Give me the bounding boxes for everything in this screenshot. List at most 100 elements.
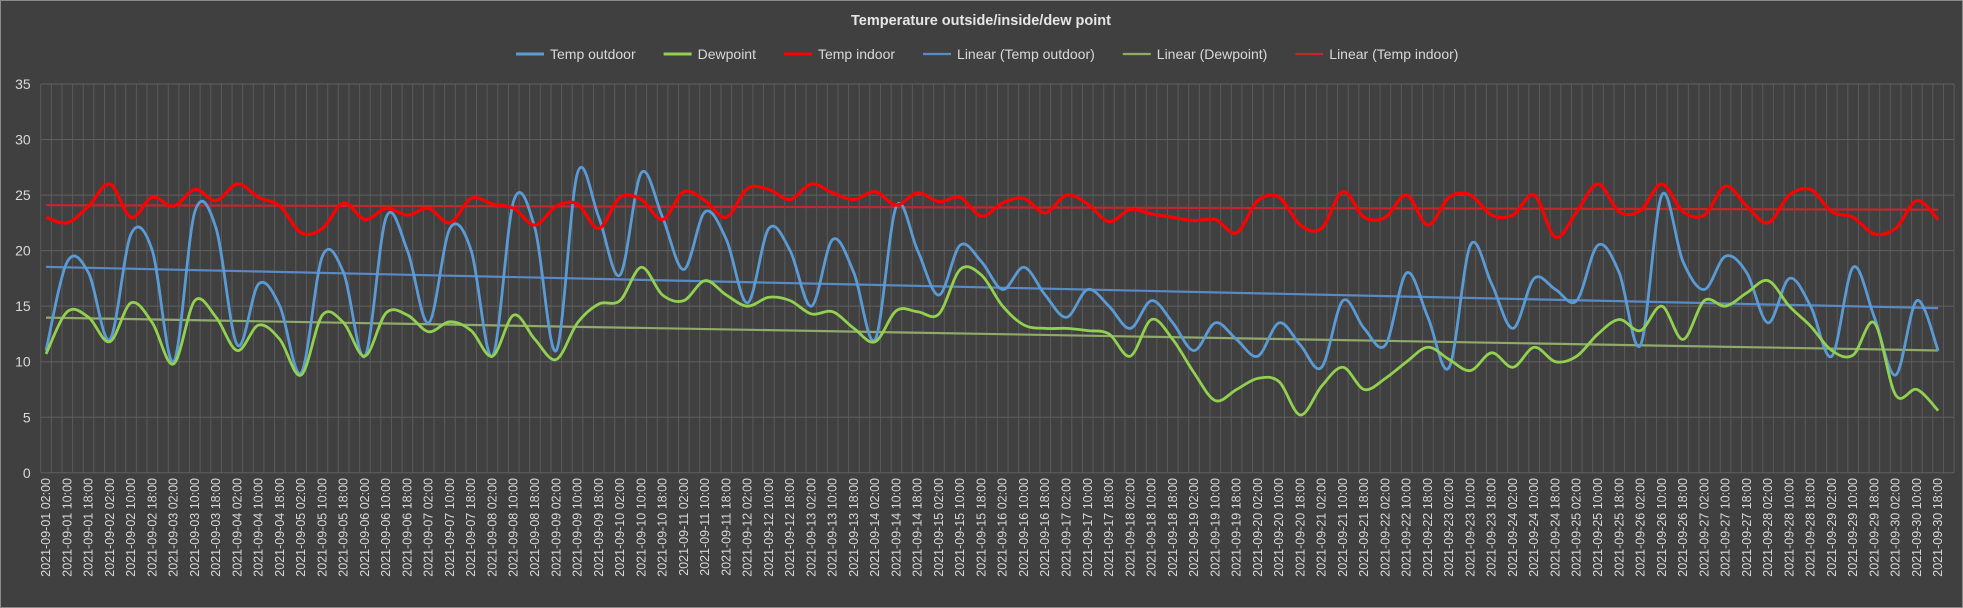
x-tick-label: 2021-09-08 10:00 [507, 478, 521, 577]
x-tick-label: 2021-09-21 18:00 [1357, 478, 1371, 577]
x-tick-label: 2021-09-05 18:00 [337, 478, 351, 577]
x-tick-label: 2021-09-18 10:00 [1145, 478, 1159, 577]
x-tick-label: 2021-09-17 10:00 [1081, 478, 1095, 577]
legend-item: Dewpoint [663, 46, 756, 62]
x-tick-label: 2021-09-04 18:00 [273, 478, 287, 577]
legend-item: Temp indoor [783, 46, 895, 62]
x-tick-label: 2021-09-09 02:00 [549, 478, 563, 577]
x-tick-label: 2021-09-22 18:00 [1421, 478, 1435, 577]
chart-title: Temperature outside/inside/dew point [851, 13, 1111, 29]
x-tick-label: 2021-09-26 02:00 [1634, 478, 1648, 577]
y-tick-label: 10 [15, 354, 31, 370]
x-tick-label: 2021-09-30 10:00 [1910, 478, 1924, 577]
x-tick-label: 2021-09-15 10:00 [953, 478, 967, 577]
legend-label: Temp outdoor [550, 46, 636, 62]
x-tick-label: 2021-09-24 02:00 [1506, 478, 1520, 577]
x-tick-label: 2021-09-20 02:00 [1251, 478, 1265, 577]
x-tick-label: 2021-09-28 02:00 [1761, 478, 1775, 577]
x-tick-label: 2021-09-13 02:00 [804, 478, 818, 577]
legend-item: Linear (Temp indoor) [1295, 46, 1458, 62]
trendline-temp-indoor [46, 204, 1939, 211]
legend-label: Dewpoint [698, 46, 756, 62]
y-tick-label: 30 [15, 132, 31, 148]
x-tick-label: 2021-09-24 18:00 [1548, 478, 1562, 577]
x-tick-label: 2021-09-16 10:00 [1017, 478, 1031, 577]
x-tick-label: 2021-09-14 18:00 [911, 478, 925, 577]
x-tick-label: 2021-09-17 18:00 [1102, 478, 1116, 577]
x-tick-label: 2021-09-27 10:00 [1719, 478, 1733, 577]
x-tick-label: 2021-09-26 10:00 [1655, 478, 1669, 577]
x-tick-label: 2021-09-21 02:00 [1315, 478, 1329, 577]
x-tick-label: 2021-09-23 10:00 [1463, 478, 1477, 577]
legend-label: Linear (Temp indoor) [1329, 46, 1458, 62]
x-tick-label: 2021-09-08 02:00 [485, 478, 499, 577]
x-tick-label: 2021-09-20 18:00 [1293, 478, 1307, 577]
x-tick-label: 2021-09-17 02:00 [1059, 478, 1073, 577]
x-tick-label: 2021-09-23 18:00 [1485, 478, 1499, 577]
x-tick-label: 2021-09-05 10:00 [315, 478, 329, 577]
x-tick-label: 2021-09-19 02:00 [1187, 478, 1201, 577]
x-tick-label: 2021-09-19 10:00 [1208, 478, 1222, 577]
x-tick-label: 2021-09-16 18:00 [1038, 478, 1052, 577]
x-tick-label: 2021-09-30 02:00 [1889, 478, 1903, 577]
x-tick-label: 2021-09-13 10:00 [826, 478, 840, 577]
x-tick-label: 2021-09-23 02:00 [1442, 478, 1456, 577]
legend-item: Temp outdoor [516, 46, 636, 62]
x-tick-label: 2021-09-30 18:00 [1931, 478, 1945, 577]
x-tick-label: 2021-09-24 10:00 [1527, 478, 1541, 577]
x-tick-label: 2021-09-28 10:00 [1782, 478, 1796, 577]
x-tick-label: 2021-09-22 10:00 [1400, 478, 1414, 577]
series-line-temp-outdoor [44, 165, 1940, 377]
y-tick-label: 35 [15, 76, 31, 92]
y-axis-ticks: 0 5 10 15 20 25 30 35 [15, 76, 31, 481]
x-tick-label: 2021-09-06 18:00 [400, 478, 414, 577]
x-tick-label: 2021-09-07 02:00 [422, 478, 436, 577]
x-tick-label: 2021-09-27 02:00 [1697, 478, 1711, 577]
x-tick-label: 2021-09-11 10:00 [698, 478, 712, 576]
x-tick-label: 2021-09-08 18:00 [528, 478, 542, 577]
x-tick-label: 2021-09-26 18:00 [1676, 478, 1690, 577]
legend-label: Linear (Temp outdoor) [957, 46, 1095, 62]
x-tick-label: 2021-09-03 02:00 [167, 478, 181, 577]
x-tick-label: 2021-09-22 02:00 [1378, 478, 1392, 577]
y-tick-label: 0 [23, 465, 31, 481]
x-tick-label: 2021-09-14 02:00 [868, 478, 882, 577]
x-tick-label: 2021-09-01 02:00 [39, 478, 53, 577]
x-tick-label: 2021-09-18 02:00 [1123, 478, 1137, 577]
x-tick-label: 2021-09-07 10:00 [443, 478, 457, 577]
x-tick-label: 2021-09-10 02:00 [613, 478, 627, 577]
x-tick-label: 2021-09-05 02:00 [294, 478, 308, 577]
trendline-dewpoint [45, 316, 1939, 352]
x-tick-label: 2021-09-25 10:00 [1591, 478, 1605, 577]
x-tick-label: 2021-09-12 02:00 [741, 478, 755, 577]
x-tick-label: 2021-09-02 02:00 [103, 478, 117, 577]
y-tick-label: 20 [15, 243, 31, 259]
x-tick-label: 2021-09-16 02:00 [996, 478, 1010, 577]
x-tick-label: 2021-09-18 18:00 [1166, 478, 1180, 577]
y-tick-label: 25 [15, 187, 31, 203]
x-tick-label: 2021-09-04 02:00 [230, 478, 244, 577]
x-tick-label: 2021-09-15 18:00 [974, 478, 988, 577]
x-axis-ticks: 2021-09-01 02:00 2021-09-01 10:00 2021-09-… [39, 478, 1945, 577]
series-lines [44, 165, 1940, 417]
x-tick-label: 2021-09-13 18:00 [847, 478, 861, 577]
x-tick-label: 2021-09-03 10:00 [188, 478, 202, 577]
x-tick-label: 2021-09-07 18:00 [464, 478, 478, 577]
x-tick-label: 2021-09-03 18:00 [209, 478, 223, 577]
x-tick-label: 2021-09-11 18:00 [719, 478, 733, 576]
series-line-dewpoint [44, 265, 1940, 417]
x-tick-label: 2021-09-04 10:00 [252, 478, 266, 577]
gridlines [40, 83, 1955, 474]
x-tick-label: 2021-09-15 02:00 [932, 478, 946, 577]
x-tick-label: 2021-09-06 02:00 [358, 478, 372, 577]
x-tick-label: 2021-09-29 02:00 [1825, 478, 1839, 577]
x-tick-label: 2021-09-10 10:00 [634, 478, 648, 577]
legend-item: Linear (Temp outdoor) [923, 46, 1095, 62]
x-tick-label: 2021-09-12 10:00 [762, 478, 776, 577]
x-tick-label: 2021-09-20 10:00 [1272, 478, 1286, 577]
legend-item: Linear (Dewpoint) [1122, 46, 1267, 62]
x-tick-label: 2021-09-21 10:00 [1336, 478, 1350, 577]
x-tick-label: 2021-09-29 10:00 [1846, 478, 1860, 577]
x-tick-label: 2021-09-02 10:00 [124, 478, 138, 577]
